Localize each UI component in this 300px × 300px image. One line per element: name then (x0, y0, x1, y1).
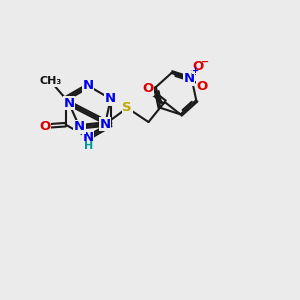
Text: +: + (191, 66, 198, 75)
Text: −: − (201, 57, 209, 67)
Text: CH₃: CH₃ (39, 76, 62, 86)
Text: N: N (82, 131, 94, 144)
Text: O: O (142, 82, 153, 95)
Text: N: N (63, 97, 74, 110)
Text: S: S (122, 101, 132, 114)
Text: O: O (40, 120, 51, 133)
Text: N: N (105, 92, 116, 105)
Text: N: N (184, 72, 195, 85)
Text: H: H (84, 141, 94, 151)
Text: O: O (197, 80, 208, 93)
Text: N: N (74, 120, 85, 133)
Text: N: N (100, 118, 111, 130)
Text: N: N (82, 79, 94, 92)
Text: O: O (193, 60, 204, 73)
